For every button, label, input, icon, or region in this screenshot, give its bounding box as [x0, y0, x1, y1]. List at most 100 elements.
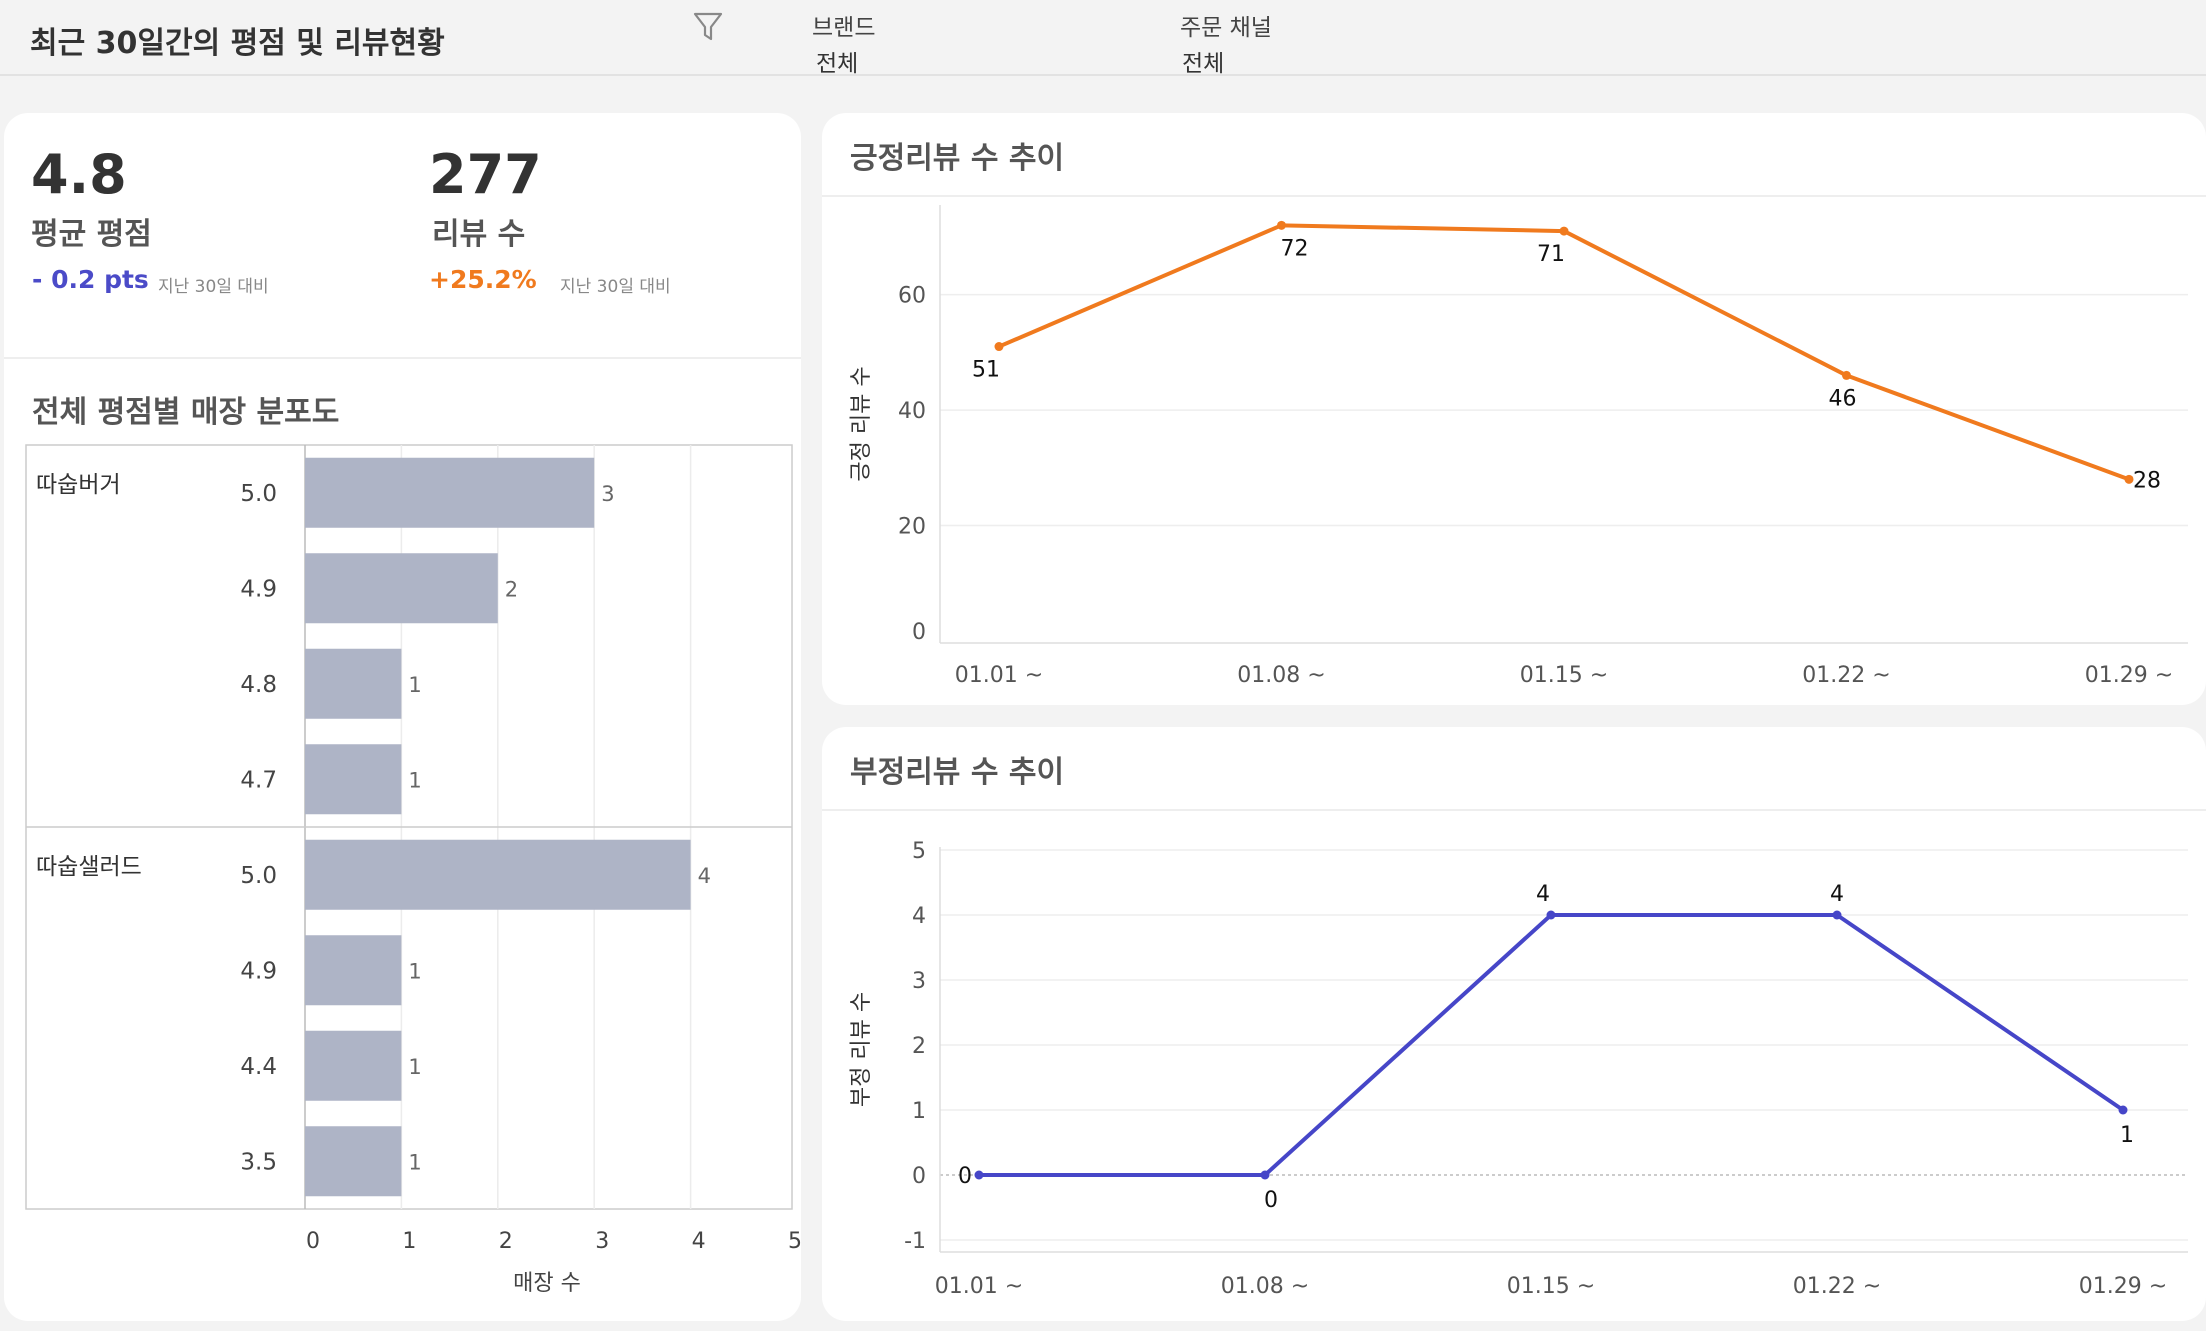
- review-count-label: 리뷰 수: [432, 217, 526, 252]
- category-label: 4.7: [240, 767, 277, 793]
- data-point: [994, 342, 1004, 352]
- x-tick-label: 01.08 ~: [1237, 663, 1325, 688]
- data-label: 46: [1829, 386, 1857, 411]
- x-tick-label: 01.15 ~: [1507, 1274, 1595, 1299]
- data-point: [1277, 220, 1286, 230]
- positive-chart-title: 긍정리뷰 수 추이: [850, 141, 1065, 176]
- group-label: 따숩버거: [36, 472, 121, 498]
- positive-review-card: 긍정리뷰 수 추이 0 20 40 60 01.01 ~ 01.08 ~ 01.15 ~ 01…: [822, 113, 2206, 705]
- filter-value-channel[interactable]: 전체: [1182, 51, 1225, 77]
- x-tick-label: 01.22 ~: [1802, 663, 1890, 688]
- y-tick-label: 2: [912, 1034, 926, 1059]
- distribution-chart-title: 전체 평점별 매장 분포도: [32, 395, 340, 430]
- data-label: 3: [601, 482, 614, 506]
- category-label: 5.0: [240, 863, 277, 889]
- x-tick-label: 4: [692, 1229, 706, 1254]
- bar: [305, 744, 402, 815]
- y-tick-label: 1: [912, 1099, 926, 1124]
- data-label: 4: [1830, 882, 1844, 907]
- data-label: 1: [408, 768, 421, 792]
- y-tick-label: -1: [904, 1229, 926, 1254]
- x-tick-label: 01.29 ~: [2079, 1274, 2167, 1299]
- review-count-value: 277: [429, 143, 542, 206]
- x-tick-label: 01.15 ~: [1520, 663, 1608, 688]
- category-label: 3.5: [240, 1149, 277, 1175]
- page-title: 최근 30일간의 평점 및 리뷰현황: [30, 26, 445, 61]
- data-point: [1559, 226, 1569, 236]
- y-tick-label: 20: [898, 515, 926, 540]
- average-rating-note: 지난 30일 대비: [158, 277, 269, 297]
- category-label: 5.0: [240, 481, 277, 507]
- data-point: [1832, 910, 1842, 920]
- x-tick-label: 5: [788, 1229, 801, 1254]
- data-label: 1: [408, 1150, 421, 1174]
- category-label: 4.4: [240, 1054, 277, 1080]
- x-axis-title: 매장 수: [513, 1271, 581, 1296]
- data-point: [1842, 370, 1851, 380]
- data-label: 2: [505, 577, 518, 601]
- bar: [305, 1030, 402, 1101]
- bar: [305, 553, 498, 624]
- data-label: 4: [698, 864, 711, 888]
- data-point: [1546, 910, 1556, 920]
- category-label: 4.8: [240, 672, 277, 698]
- bar: [305, 839, 691, 910]
- data-label: 1: [408, 959, 421, 983]
- data-point: [974, 1170, 984, 1180]
- data-label: 72: [1281, 236, 1309, 261]
- y-tick-label: 40: [898, 399, 926, 424]
- y-tick-label: 0: [912, 1164, 926, 1189]
- y-tick-label: 4: [912, 904, 926, 929]
- data-label: 71: [1537, 242, 1565, 267]
- x-tick-label: 01.29 ~: [2085, 663, 2173, 688]
- data-label: 1: [2120, 1123, 2134, 1148]
- y-tick-label: 3: [912, 969, 926, 994]
- y-axis-title: 긍정 리뷰 수: [849, 366, 874, 481]
- data-label: 0: [1264, 1188, 1278, 1213]
- x-tick-label: 3: [595, 1229, 609, 1254]
- card-header-divider: [822, 195, 2206, 197]
- header-bar: 최근 30일간의 평점 및 리뷰현황 브랜드 전체 주문 채널 전체: [0, 0, 2206, 77]
- review-count-note: 지난 30일 대비: [560, 277, 671, 297]
- store-distribution-bar-chart: 0 1 2 3 4 5 따숩버거 5.0 3 4.9 2 4.8 1 4.7 1 따숩샐러드 5.0 4 4.9 1 4…: [25, 444, 801, 1296]
- data-point: [2118, 1105, 2128, 1115]
- bar: [305, 1126, 402, 1197]
- bar: [305, 457, 595, 528]
- review-count-delta: +25.2%: [429, 265, 537, 294]
- category-label: 4.9: [240, 576, 277, 602]
- x-tick-label: 1: [402, 1229, 416, 1254]
- filter-label-brand: 브랜드: [812, 15, 876, 41]
- data-label: 4: [1536, 882, 1550, 907]
- filter-value-brand[interactable]: 전체: [816, 51, 859, 77]
- y-axis-title: 부정 리뷰 수: [849, 992, 874, 1107]
- section-divider: [4, 357, 801, 359]
- card-header-divider: [822, 809, 2206, 811]
- data-point: [2124, 474, 2134, 484]
- category-label: 4.9: [240, 958, 277, 984]
- data-label: 1: [408, 673, 421, 697]
- y-tick-label: 60: [898, 284, 926, 309]
- average-rating-delta: - 0.2 pts: [32, 265, 149, 294]
- filter-label-channel: 주문 채널: [1180, 15, 1272, 41]
- x-tick-label: 0: [306, 1229, 320, 1254]
- positive-review-line-chart: 0 20 40 60 01.01 ~ 01.08 ~ 01.15 ~ 01.22 ~ 01.29…: [849, 205, 2188, 688]
- bar: [305, 648, 402, 719]
- group-label: 따숩샐러드: [36, 854, 142, 880]
- x-tick-label: 01.08 ~: [1221, 1274, 1309, 1299]
- x-tick-label: 2: [499, 1229, 513, 1254]
- bar: [305, 935, 402, 1006]
- x-tick-label: 01.22 ~: [1793, 1274, 1881, 1299]
- data-label: 28: [2133, 468, 2161, 493]
- negative-review-card: 부정리뷰 수 추이 -1 0 1 2 3 4 5 01.01 ~ 01.08 ~ 01.15 ~ 0…: [822, 727, 2206, 1321]
- funnel-filter-icon[interactable]: [692, 10, 724, 44]
- y-tick-label: 5: [912, 839, 926, 864]
- summary-card: 4.8 평균 평점 - 0.2 pts 지난 30일 대비 277 리뷰 수 +…: [4, 113, 801, 1321]
- average-rating-label: 평균 평점: [31, 217, 152, 252]
- negative-chart-title: 부정리뷰 수 추이: [850, 755, 1065, 790]
- x-tick-label: 01.01 ~: [935, 1274, 1023, 1299]
- y-tick-label: 0: [912, 620, 926, 645]
- data-label: 0: [958, 1164, 972, 1189]
- data-point: [1260, 1170, 1270, 1180]
- data-label: 1: [408, 1055, 421, 1079]
- average-rating-value: 4.8: [31, 143, 127, 206]
